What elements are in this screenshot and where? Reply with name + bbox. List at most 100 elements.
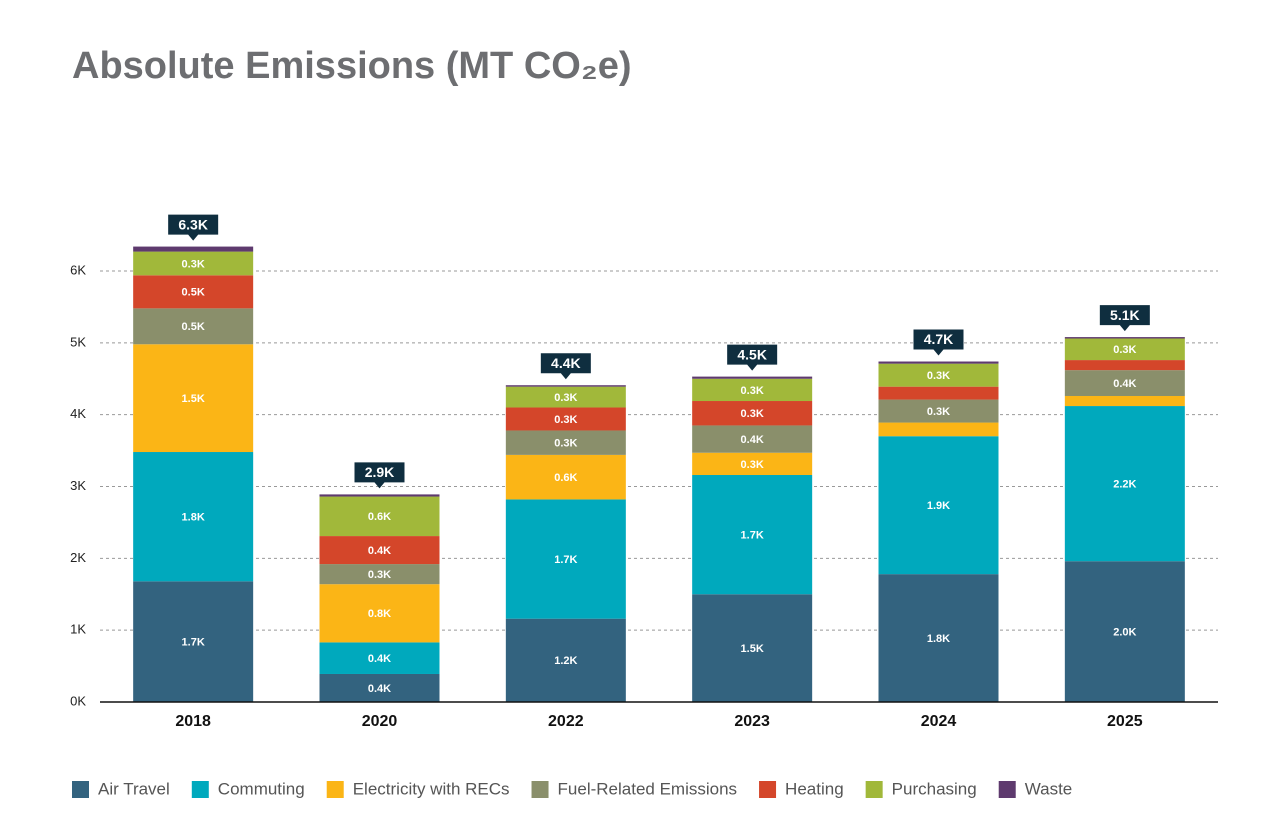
chart-title: Absolute Emissions (MT CO₂e) — [72, 45, 632, 87]
bar-segment — [505, 499, 626, 619]
bar-segment — [505, 386, 626, 408]
legend-label: Air Travel — [98, 779, 170, 798]
data-label: 1.9K — [927, 500, 950, 512]
y-tick-label: 4K — [70, 406, 86, 421]
total-label: 4.7K — [924, 331, 954, 347]
bar-segment — [133, 452, 254, 582]
data-label: 0.8K — [368, 608, 391, 620]
data-label: 0.3K — [741, 408, 764, 420]
data-label: 1.5K — [741, 643, 764, 655]
data-label: 1.7K — [182, 637, 205, 649]
legend-swatch — [759, 781, 777, 798]
total-label: 4.5K — [737, 346, 767, 362]
bar-segment — [692, 594, 813, 702]
bar-segment — [133, 275, 254, 309]
bar-segment — [878, 399, 999, 423]
x-tick-label: 2024 — [921, 713, 957, 730]
bar-segment — [878, 436, 999, 575]
bar-segment — [878, 363, 999, 387]
legend-label: Commuting — [218, 779, 305, 798]
bar-segment — [878, 386, 999, 400]
data-label: 0.4K — [1113, 378, 1136, 390]
bar-segment — [692, 425, 813, 453]
bar-segment — [319, 494, 440, 497]
bar-segment — [692, 401, 813, 426]
bar-segment — [133, 308, 254, 345]
bar-segment — [1064, 337, 1185, 339]
bar-segment — [1064, 406, 1185, 562]
legend-swatch — [998, 781, 1016, 798]
data-label: 0.3K — [554, 392, 577, 404]
bar-segment — [692, 475, 813, 595]
x-tick-label: 2022 — [548, 713, 584, 730]
total-marker — [1099, 305, 1150, 332]
x-tick-label: 2025 — [1107, 713, 1143, 730]
data-label: 1.8K — [927, 633, 950, 645]
legend-label: Fuel-Related Emissions — [558, 779, 738, 798]
bar-segment — [319, 584, 440, 643]
legend-label: Purchasing — [892, 779, 977, 798]
bar-segment — [1064, 360, 1185, 371]
data-label: 0.3K — [368, 569, 391, 581]
data-label: 1.8K — [182, 512, 205, 524]
total-marker — [168, 214, 219, 241]
legend-label: Waste — [1025, 779, 1073, 798]
bar-segment — [1064, 395, 1185, 407]
data-label: 0.3K — [741, 385, 764, 397]
y-tick-label: 5K — [70, 334, 86, 349]
legend-swatch — [531, 781, 549, 798]
bar-segment — [319, 564, 440, 585]
data-label: 0.4K — [368, 653, 391, 665]
x-tick-label: 2020 — [362, 713, 398, 730]
data-label: 0.3K — [741, 459, 764, 471]
bar-segment — [319, 642, 440, 674]
data-label: 0.3K — [554, 414, 577, 426]
legend-swatch — [326, 781, 344, 798]
bar-segment — [133, 344, 254, 453]
data-label: 0.6K — [554, 472, 577, 484]
bar-segment — [1064, 561, 1185, 702]
data-label: 0.3K — [182, 258, 205, 270]
bar-segment — [1064, 338, 1185, 361]
data-label: 0.6K — [368, 511, 391, 523]
data-label: 0.4K — [741, 434, 764, 446]
bar-segment — [133, 581, 254, 702]
total-label: 4.4K — [551, 355, 581, 371]
y-tick-label: 2K — [70, 550, 86, 565]
data-label: 2.0K — [1113, 627, 1136, 639]
data-label: 0.3K — [1113, 344, 1136, 356]
x-tick-label: 2018 — [175, 713, 211, 730]
bar-segment — [692, 452, 813, 476]
total-label: 6.3K — [178, 216, 208, 232]
bar-segment — [505, 430, 626, 455]
y-tick-label: 6K — [70, 262, 86, 277]
legend-label: Heating — [785, 779, 844, 798]
total-label: 5.1K — [1110, 307, 1140, 323]
data-label: 1.5K — [182, 393, 205, 405]
bar-segment — [133, 251, 254, 276]
data-label: 0.3K — [554, 438, 577, 450]
y-tick-label: 1K — [70, 622, 86, 637]
bar-segment — [1064, 370, 1185, 396]
total-marker — [727, 344, 778, 371]
total-label: 2.9K — [365, 464, 395, 480]
bar-segment — [878, 574, 999, 702]
data-label: 0.3K — [927, 406, 950, 418]
data-label: 0.3K — [927, 370, 950, 382]
y-tick-label: 0K — [70, 693, 86, 708]
data-label: 0.5K — [182, 321, 205, 333]
bar-segment — [133, 246, 254, 252]
legend-label: Electricity with RECs — [353, 779, 510, 798]
legend-swatch — [865, 781, 883, 798]
bar-segment — [319, 536, 440, 565]
bar-segment — [692, 376, 813, 379]
data-label: 1.7K — [741, 530, 764, 542]
total-marker — [913, 329, 964, 356]
data-label: 0.4K — [368, 683, 391, 695]
legend-swatch — [72, 781, 89, 798]
data-label: 1.2K — [554, 655, 577, 667]
bar-segment — [878, 422, 999, 437]
bar-segment — [505, 407, 626, 431]
legend-swatch — [191, 781, 209, 798]
